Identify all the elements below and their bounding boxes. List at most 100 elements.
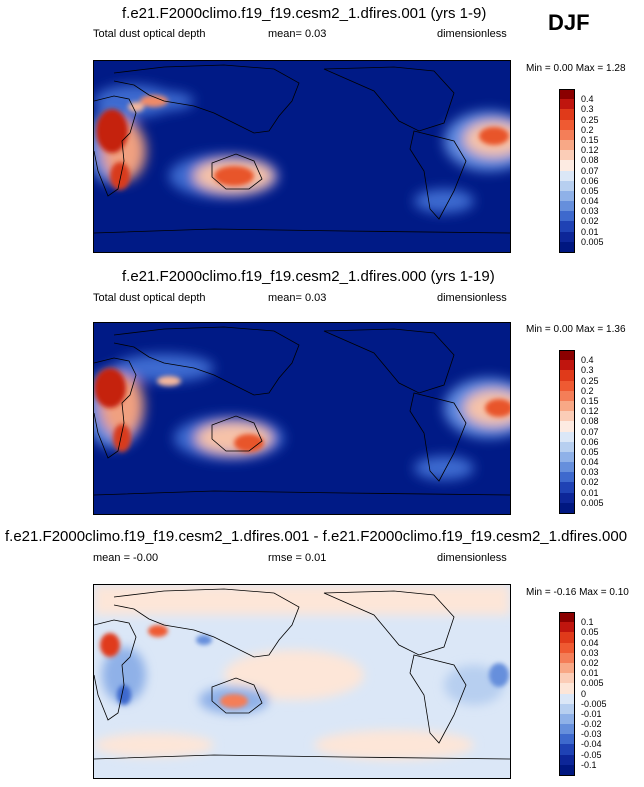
panel-2-colorbar: 0.4 0.3 0.25 0.2 0.15 0.12 0.08 0.07 0.06 0.05 0.0…	[559, 350, 604, 514]
panel-3-title: f.e21.F2000climo.f19_f19.cesm2_1.dfires.…	[5, 528, 628, 545]
colorbar-swatch	[559, 703, 575, 715]
colorbar-label: 0.005	[581, 678, 604, 689]
colorbar-label: 0.04	[581, 196, 599, 207]
colorbar-swatch	[559, 109, 575, 121]
colorbar-label: -0.01	[581, 708, 602, 719]
colorbar-swatch	[559, 612, 575, 623]
colorbar-swatch	[559, 472, 575, 483]
colorbar-label: 0.08	[581, 155, 599, 166]
colorbar-swatch	[559, 754, 575, 766]
panel-3-coastlines	[94, 588, 510, 760]
colorbar-swatch	[559, 400, 575, 412]
colorbar-swatch	[559, 390, 575, 402]
colorbar-swatch	[559, 129, 575, 141]
colorbar-label: 0.01	[581, 668, 599, 679]
colorbar-swatch	[559, 744, 575, 756]
colorbar-swatch	[559, 764, 575, 776]
colorbar-label: 0.2	[581, 124, 594, 135]
panel-1-map-svg	[94, 61, 510, 252]
colorbar-swatch	[559, 451, 575, 463]
colorbar-swatch	[559, 380, 575, 392]
colorbar-label: 0.12	[581, 406, 599, 417]
panel-2-map-svg	[94, 323, 510, 514]
colorbar-swatch	[559, 350, 575, 361]
colorbar-label: 0.005	[581, 497, 604, 508]
colorbar-label: 0.05	[581, 627, 599, 638]
panel-2-coastlines	[94, 326, 510, 496]
colorbar-label: 0.25	[581, 114, 599, 125]
colorbar-swatch	[559, 502, 575, 514]
colorbar-label: 0.03	[581, 467, 599, 478]
panel-2-minmax: Min = 0.00 Max = 1.36	[526, 324, 626, 335]
colorbar-swatch	[559, 221, 575, 233]
panel-3-colorbar: 0.1 0.05 0.04 0.03 0.02 0.01 0.005 0 -0.005 -0.01…	[559, 612, 607, 776]
panel-2-units-label: dimensionless	[437, 292, 507, 304]
colorbar-label: 0.4	[581, 355, 594, 366]
colorbar-label: 0.02	[581, 216, 599, 227]
colorbar-swatch	[559, 441, 575, 453]
colorbar-label: 0	[581, 688, 587, 699]
colorbar-label: 0.04	[581, 637, 599, 648]
panel-3-units-label: dimensionless	[437, 552, 507, 564]
colorbar-swatch	[559, 89, 575, 100]
colorbar-swatch	[559, 482, 575, 494]
colorbar-label: -0.005	[581, 698, 607, 709]
colorbar-label: 0.3	[581, 104, 594, 115]
colorbar-label: 0.02	[581, 477, 599, 488]
colorbar-label: 0.07	[581, 426, 599, 437]
colorbar-swatch	[559, 693, 575, 705]
colorbar-label: 0.05	[581, 185, 599, 196]
colorbar-swatch	[559, 231, 575, 243]
colorbar-swatch	[559, 170, 575, 182]
colorbar-label: 0.03	[581, 647, 599, 658]
panel-1-title: f.e21.F2000climo.f19_f19.cesm2_1.dfires.…	[122, 5, 487, 22]
colorbar-swatch	[559, 724, 575, 735]
panel-1-map	[93, 60, 511, 253]
colorbar-swatch	[559, 360, 575, 371]
colorbar-label: -0.1	[581, 759, 597, 770]
colorbar-swatch	[559, 431, 575, 443]
colorbar-swatch	[559, 160, 575, 171]
colorbar-swatch	[559, 662, 575, 674]
colorbar-label: 0.07	[581, 165, 599, 176]
colorbar-label: 0.12	[581, 145, 599, 156]
colorbar-label: 0.25	[581, 375, 599, 386]
colorbar-label: -0.03	[581, 729, 602, 740]
colorbar-swatch	[559, 119, 575, 131]
colorbar-swatch	[559, 411, 575, 422]
colorbar-label: -0.05	[581, 749, 602, 760]
colorbar-swatch	[559, 370, 575, 382]
colorbar-swatch	[559, 734, 575, 745]
colorbar-swatch	[559, 241, 575, 253]
colorbar-label: 0.03	[581, 206, 599, 217]
panel-1-units-label: dimensionless	[437, 28, 507, 40]
panel-2-title: f.e21.F2000climo.f19_f19.cesm2_1.dfires.…	[122, 268, 495, 285]
panel-2-variable-label: Total dust optical depth	[93, 292, 206, 304]
colorbar-label: 0.05	[581, 446, 599, 457]
panel-1-variable-label: Total dust optical depth	[93, 28, 206, 40]
colorbar-swatch	[559, 683, 575, 694]
panel-1-mean-label: mean= 0.03	[268, 28, 327, 40]
colorbar-swatch	[559, 632, 575, 644]
season-label: DJF	[548, 10, 590, 35]
colorbar-swatch	[559, 492, 575, 504]
colorbar-label: -0.02	[581, 719, 602, 730]
panel-2-map	[93, 322, 511, 515]
colorbar-swatch	[559, 139, 575, 151]
colorbar-swatch	[559, 622, 575, 633]
panel-2-mean-label: mean= 0.03	[268, 292, 327, 304]
colorbar-swatch	[559, 99, 575, 110]
colorbar-label: 0.15	[581, 134, 599, 145]
colorbar-label: -0.04	[581, 739, 602, 750]
panel-3-map-svg	[94, 585, 510, 778]
colorbar-swatch	[559, 421, 575, 432]
colorbar-label: 0.3	[581, 365, 594, 376]
panel-1-coastlines	[94, 64, 510, 234]
colorbar-label: 0.01	[581, 487, 599, 498]
panel-3-minmax: Min = -0.16 Max = 0.10	[526, 587, 629, 598]
colorbar-swatch	[559, 180, 575, 192]
panel-3-map	[93, 584, 511, 779]
colorbar-swatch	[559, 642, 575, 654]
colorbar-swatch	[559, 201, 575, 212]
colorbar-swatch	[559, 673, 575, 684]
